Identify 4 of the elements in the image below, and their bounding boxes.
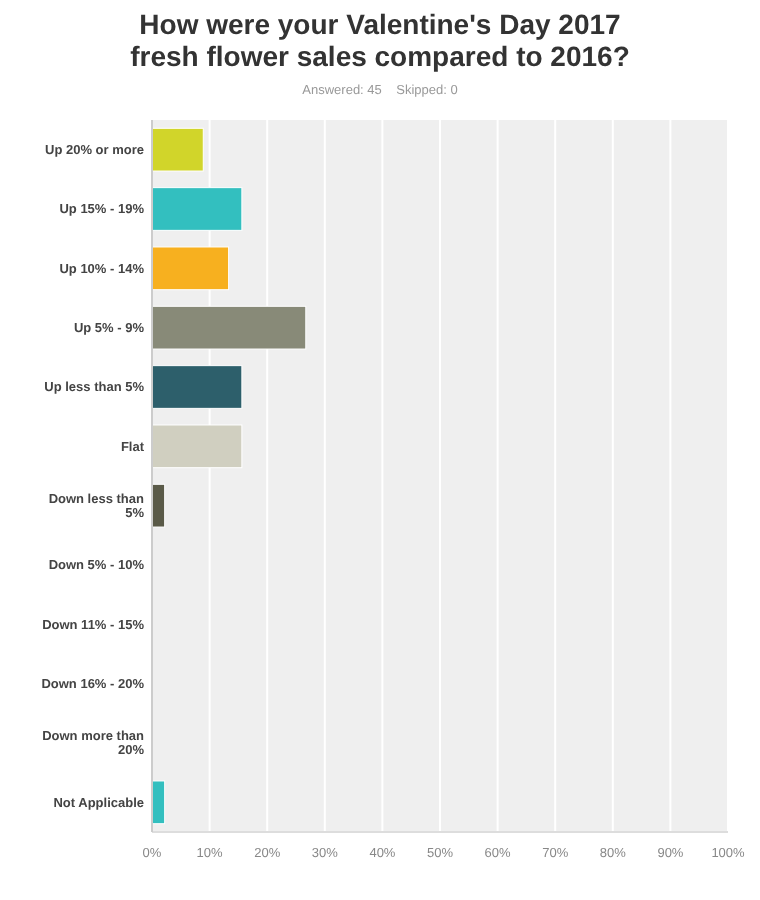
bar <box>151 483 166 528</box>
bar <box>151 127 204 172</box>
bar <box>151 780 166 825</box>
chart-title: How were your Valentine's Day 2017 fresh flower sales compared to 2016? <box>130 8 630 72</box>
